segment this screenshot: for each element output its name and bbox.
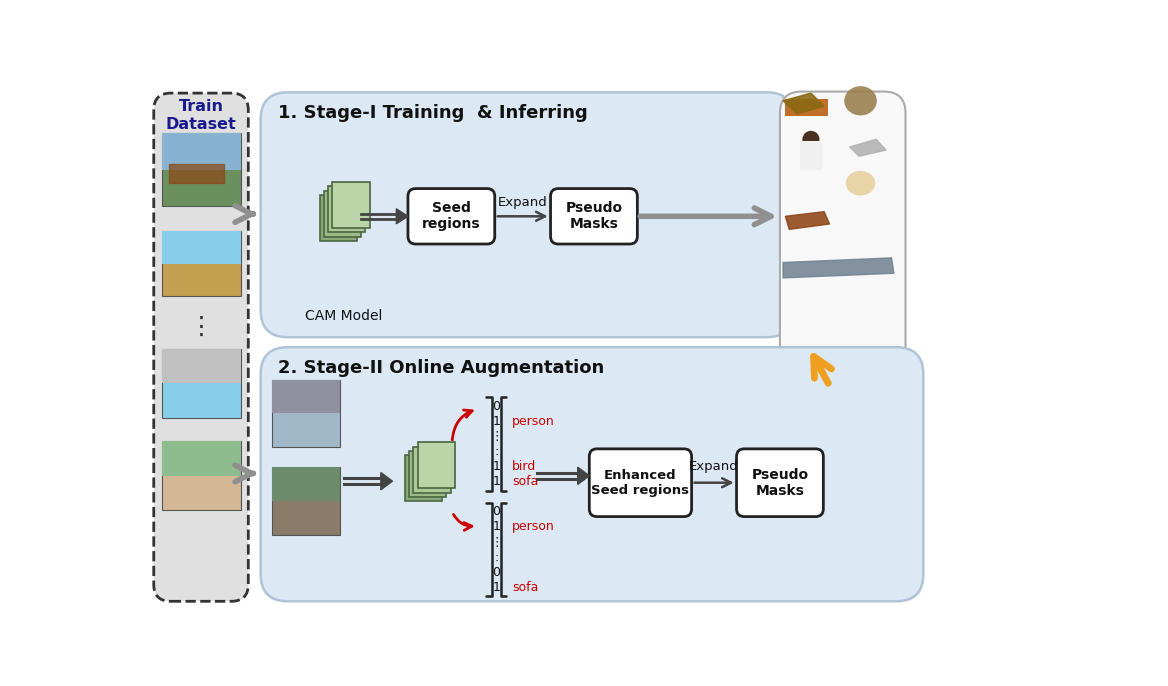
Polygon shape xyxy=(381,473,392,490)
Bar xyxy=(271,467,340,501)
Bar xyxy=(161,441,241,476)
Text: Expand: Expand xyxy=(689,460,739,473)
Text: sofa: sofa xyxy=(512,580,538,593)
Text: 0: 0 xyxy=(492,565,500,578)
Text: Expand: Expand xyxy=(498,196,548,209)
Bar xyxy=(161,133,241,206)
Bar xyxy=(161,231,241,296)
Text: :: : xyxy=(494,551,499,563)
Text: ⋮: ⋮ xyxy=(491,430,502,443)
Text: 1: 1 xyxy=(493,521,500,534)
Ellipse shape xyxy=(802,131,820,147)
Text: sofa: sofa xyxy=(512,475,538,488)
Text: 1: 1 xyxy=(493,475,500,488)
Text: bird: bird xyxy=(512,460,536,473)
Text: ⋮: ⋮ xyxy=(188,315,214,339)
Polygon shape xyxy=(783,93,825,114)
Text: Seed
regions: Seed regions xyxy=(422,201,481,231)
FancyBboxPatch shape xyxy=(324,191,361,237)
Polygon shape xyxy=(785,212,829,229)
FancyBboxPatch shape xyxy=(418,442,454,488)
Text: :: : xyxy=(494,445,499,458)
Polygon shape xyxy=(849,139,887,156)
FancyBboxPatch shape xyxy=(328,187,366,233)
FancyBboxPatch shape xyxy=(413,447,451,493)
Text: person: person xyxy=(512,415,555,428)
Bar xyxy=(161,348,241,383)
FancyBboxPatch shape xyxy=(780,91,905,386)
Text: Pseudo
Masks: Pseudo Masks xyxy=(751,468,808,498)
Text: 1: 1 xyxy=(493,460,500,473)
Bar xyxy=(271,467,340,535)
Text: 1. Stage-I Training  & Inferring: 1. Stage-I Training & Inferring xyxy=(278,104,588,122)
Polygon shape xyxy=(396,209,408,224)
Bar xyxy=(271,379,340,447)
Text: ⋮: ⋮ xyxy=(491,536,502,549)
FancyBboxPatch shape xyxy=(333,182,369,228)
Bar xyxy=(161,231,241,263)
Text: 0: 0 xyxy=(492,506,500,519)
Ellipse shape xyxy=(844,86,877,115)
Bar xyxy=(161,133,241,169)
FancyBboxPatch shape xyxy=(408,189,495,244)
Text: Train
Dataset: Train Dataset xyxy=(166,99,236,132)
FancyBboxPatch shape xyxy=(260,347,924,602)
Text: 1: 1 xyxy=(493,415,500,428)
Text: CAM Model: CAM Model xyxy=(305,309,382,323)
Text: 0: 0 xyxy=(492,400,500,413)
Text: 2. Stage-II Online Augmentation: 2. Stage-II Online Augmentation xyxy=(278,359,604,377)
FancyBboxPatch shape xyxy=(405,455,442,501)
Bar xyxy=(161,441,241,510)
FancyBboxPatch shape xyxy=(590,449,691,517)
Text: Pseudo
Masks: Pseudo Masks xyxy=(565,201,623,231)
Ellipse shape xyxy=(846,171,875,196)
Polygon shape xyxy=(578,467,590,484)
FancyBboxPatch shape xyxy=(154,93,249,602)
Polygon shape xyxy=(783,258,894,278)
FancyBboxPatch shape xyxy=(320,195,356,241)
Bar xyxy=(161,348,241,418)
Text: person: person xyxy=(512,521,555,534)
FancyBboxPatch shape xyxy=(550,189,638,244)
FancyBboxPatch shape xyxy=(260,93,794,338)
FancyBboxPatch shape xyxy=(785,99,828,116)
FancyBboxPatch shape xyxy=(800,141,822,170)
Text: 1: 1 xyxy=(493,580,500,593)
FancyBboxPatch shape xyxy=(409,451,446,497)
FancyBboxPatch shape xyxy=(737,449,823,517)
Bar xyxy=(271,379,340,414)
Text: Enhanced
Seed regions: Enhanced Seed regions xyxy=(591,469,689,497)
